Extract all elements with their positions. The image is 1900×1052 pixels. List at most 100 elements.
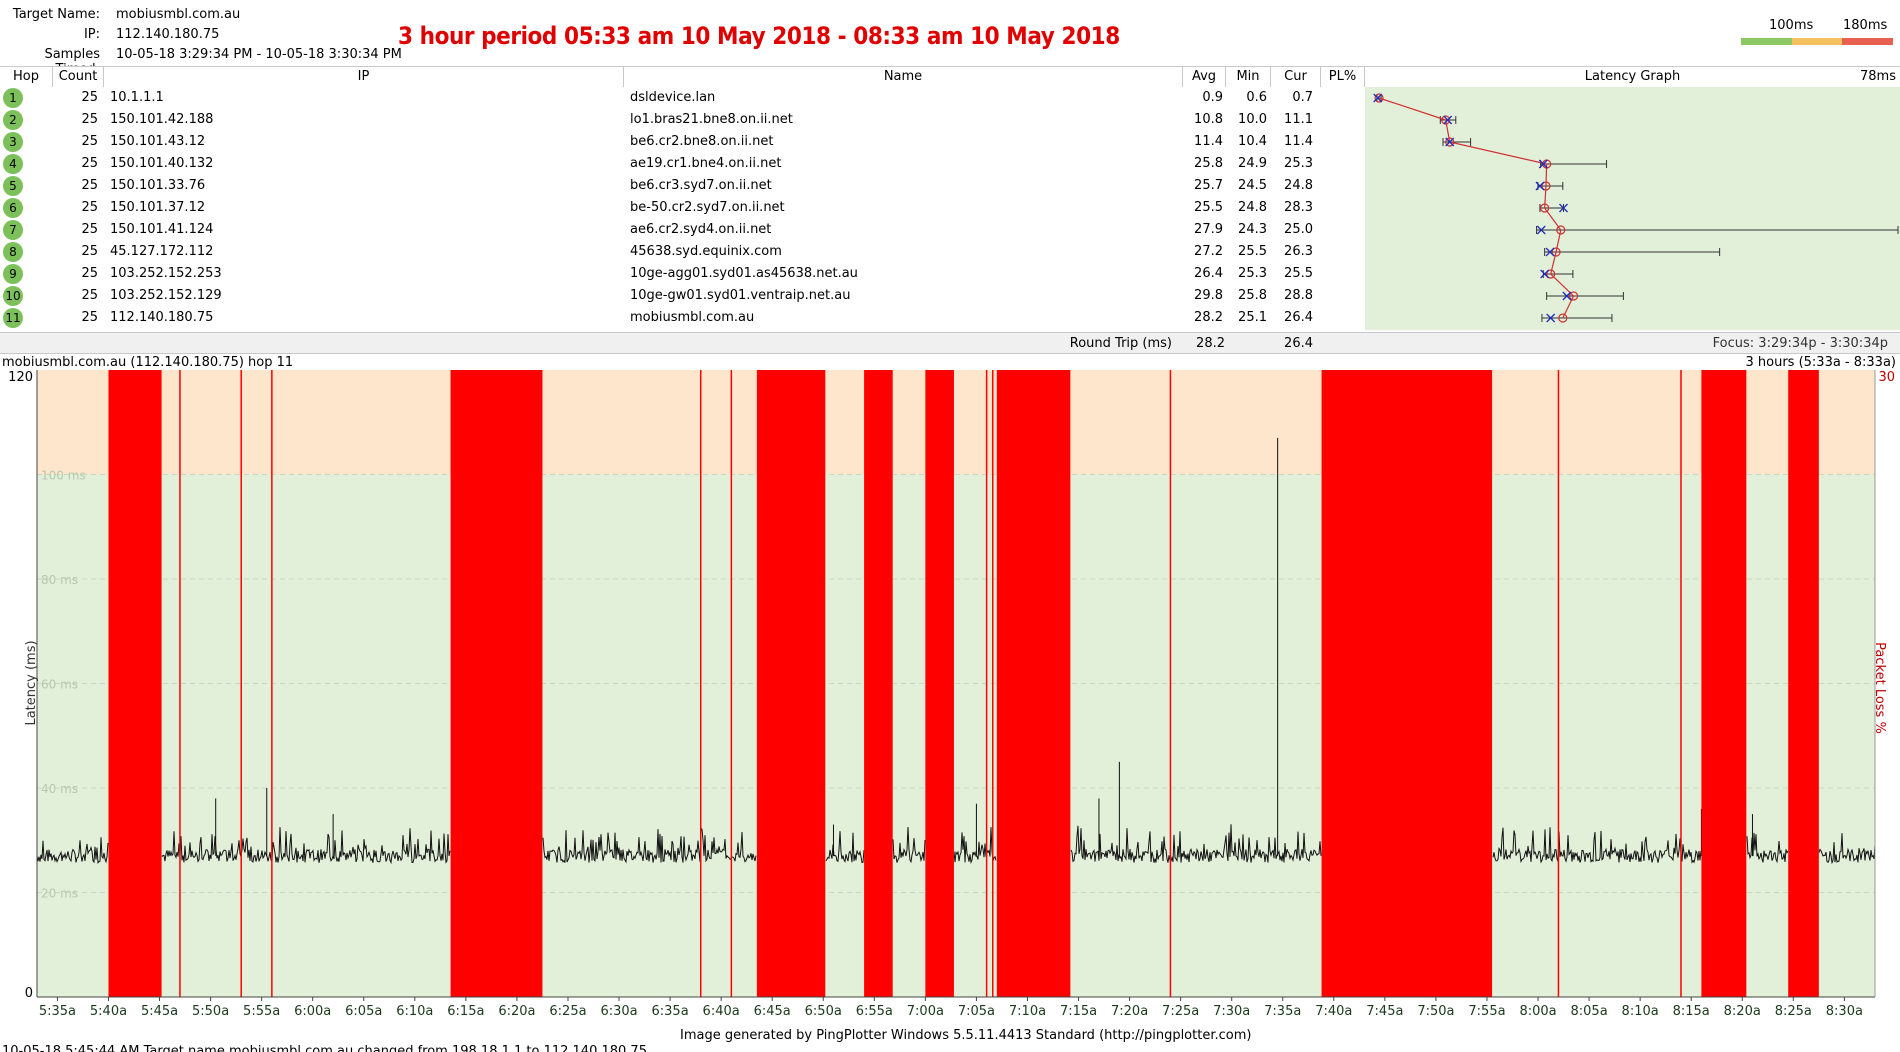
legend-100ms-label: 100ms [1769,18,1814,33]
target-name-value: mobiusmbl.com.au [116,7,241,22]
ip-value: 112.140.180.75 [116,27,220,42]
column-header-name[interactable]: Name [624,67,1183,87]
hop-count: 25 [81,112,98,127]
hop-avg: 28.2 [1194,310,1223,325]
table-row[interactable]: 5 25 150.101.33.76 be6.cr3.syd7.on.ii.net 25… [0,175,1365,197]
x-tick-label: 7:50a [1417,1004,1454,1019]
legend-red-swatch [1842,38,1894,45]
x-tick-label: 5:35a [39,1004,76,1019]
x-tick-label: 7:20a [1111,1004,1148,1019]
x-tick-label: 7:00a [907,1004,944,1019]
hop-cur: 26.3 [1284,244,1313,259]
hop-avg-marker [1546,269,1556,279]
hop-avg: 10.8 [1194,112,1223,127]
hop-ip: 150.101.43.12 [110,134,206,149]
target-name-label: Target Name: [12,7,100,22]
period-title: 3 hour period 05:33 am 10 May 2018 - 08:… [398,22,1120,50]
hop-avg-marker [1541,181,1551,191]
table-row[interactable]: 10 25 103.252.152.129 10ge-gw01.syd01.ventr… [0,285,1365,307]
table-header-row: Hop Count IP Name Avg Min Cur PL% Latenc… [0,66,1900,87]
x-tick-label: 6:15a [447,1004,484,1019]
hop-ip: 10.1.1.1 [110,90,164,105]
table-row[interactable]: 2 25 150.101.42.188 lo1.bras21.bne8.on.ii.n… [0,109,1365,131]
column-header-avg[interactable]: Avg [1183,67,1226,87]
hop-min: 25.1 [1238,310,1267,325]
packet-loss-band [1321,370,1493,997]
x-tick-label: 6:45a [754,1004,791,1019]
x-tick-label: 5:50a [192,1004,229,1019]
hop-cur: 24.8 [1284,178,1313,193]
hop-avg-marker [1540,203,1550,213]
hop-cur: 28.3 [1284,200,1313,215]
hop-avg: 11.4 [1194,134,1223,149]
hop-name: ae19.cr1.bne4.on.ii.net [630,156,782,171]
hop-count: 25 [81,288,98,303]
latency-color-legend [1741,38,1894,45]
hop-ip: 103.252.152.129 [110,288,222,303]
hop-ip: 150.101.33.76 [110,178,206,193]
column-header-pl[interactable]: PL% [1321,67,1365,87]
column-header-min[interactable]: Min [1226,67,1271,87]
table-row[interactable]: 7 25 150.101.41.124 ae6.cr2.syd4.on.ii.net 2… [0,219,1365,241]
x-tick-label: 7:30a [1213,1004,1250,1019]
hop-min: 0.6 [1246,90,1267,105]
x-tick-label: 8:05a [1571,1004,1608,1019]
hop-avg: 27.9 [1194,222,1223,237]
hop-min: 24.9 [1238,156,1267,171]
latency-trace [36,824,1876,865]
table-row[interactable]: 9 25 103.252.152.253 10ge-agg01.syd01.as456… [0,263,1365,285]
focus-range: Focus: 3:29:34p - 3:30:34p [1712,336,1888,351]
column-header-ip[interactable]: IP [104,67,624,87]
latency-timeline-chart: 20 ms 40 ms 60 ms 80 ms 100 ms 120 0 30 Latency … [8,370,1895,1019]
ip-label: IP: [83,27,100,42]
x-tick-label: 7:05a [958,1004,995,1019]
hop-ip: 150.101.37.12 [110,200,206,215]
x-tick-label: 5:40a [90,1004,127,1019]
hop-badge: 9 [3,264,23,284]
x-tick-label: 8:30a [1826,1004,1863,1019]
table-row[interactable]: 4 25 150.101.40.132 ae19.cr1.bne4.on.ii.net… [0,153,1365,175]
table-row[interactable]: 11 25 112.140.180.75 mobiusmbl.com.au 28.2 25… [0,307,1365,329]
hop-badge: 11 [3,308,23,328]
packet-loss-band [1701,370,1747,997]
table-row[interactable]: 6 25 150.101.37.12 be-50.cr2.syd7.on.ii.net… [0,197,1365,219]
hop-ip: 150.101.41.124 [110,222,214,237]
hop-badge: 7 [3,220,23,240]
x-tick-label: 8:10a [1622,1004,1659,1019]
hop-name: be-50.cr2.syd7.on.ii.net [630,200,785,215]
x-tick-label: 7:45a [1366,1004,1403,1019]
column-header-hop[interactable]: Hop [0,67,53,87]
hop-cur-marker [1540,269,1550,279]
table-row[interactable]: 8 25 45.127.172.112 45638.syd.equinix.com 27… [0,241,1365,263]
y-axis-title: Latency (ms) [24,640,39,725]
y-gridline-label: 20 ms [41,887,78,901]
hop-avg: 25.7 [1194,178,1223,193]
table-row[interactable]: 1 25 10.1.1.1 dsldevice.lan 0.9 0.6 0.7 [0,87,1365,109]
packet-loss-band [450,370,543,997]
x-tick-label: 6:30a [600,1004,637,1019]
normal-latency-zone [37,474,1875,997]
hop-min: 10.0 [1238,112,1267,127]
latency-mini-graph [1365,87,1900,330]
x-tick-label: 6:20a [498,1004,535,1019]
hop-avg-marker [1551,247,1561,257]
x-tick-label: 6:05a [345,1004,382,1019]
x-tick-label: 7:10a [1009,1004,1046,1019]
column-header-latency-graph[interactable]: Latency Graph [1365,67,1900,87]
y-axis-bottom-label: 0 [25,986,33,1001]
column-header-count[interactable]: Count [53,67,104,87]
chart-duration: 3 hours (5:33a - 8:33a) [1745,355,1896,370]
y2-axis-title: Packet Loss % [1872,642,1887,734]
hop-avg-marker [1445,137,1455,147]
hop-badge: 8 [3,242,23,262]
hop-count: 25 [81,244,98,259]
y-axis-top-label: 120 [8,370,33,385]
column-header-cur[interactable]: Cur [1271,67,1321,87]
packet-loss-band [864,370,893,997]
x-tick-label: 6:10a [396,1004,433,1019]
table-row[interactable]: 3 25 150.101.43.12 be6.cr2.bne8.on.ii.net 11… [0,131,1365,153]
x-tick-label: 6:55a [856,1004,893,1019]
hop-cur-marker [1562,291,1572,301]
hop-avg: 26.4 [1194,266,1223,281]
hop-min: 25.5 [1238,244,1267,259]
